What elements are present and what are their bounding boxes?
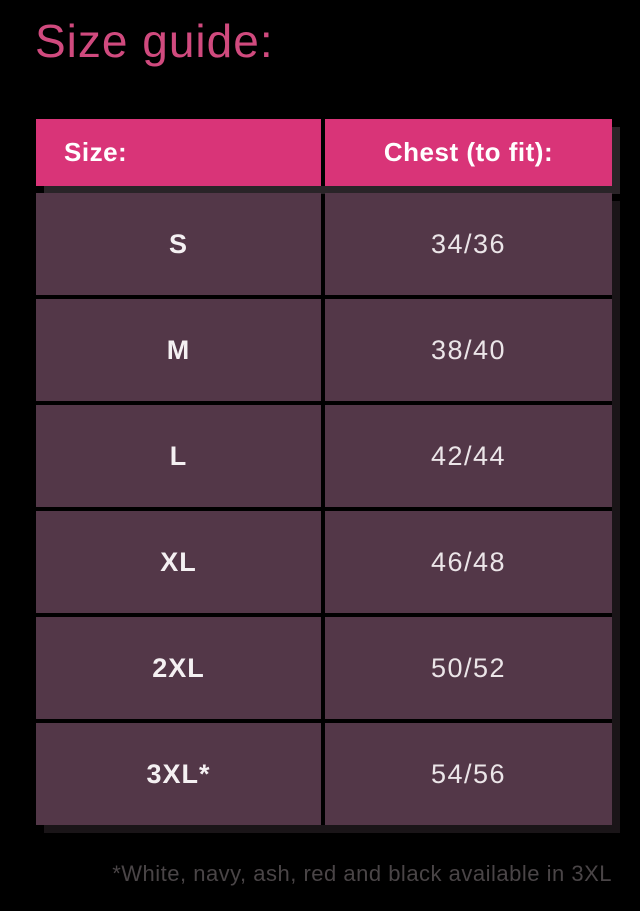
chest-cell-xl: 46/48 — [325, 511, 612, 613]
chest-cell-m: 38/40 — [325, 299, 612, 401]
size-guide-table: Size: Chest (to fit): S 34/36 M 38/40 L … — [36, 119, 612, 825]
chest-cell-2xl: 50/52 — [325, 617, 612, 719]
size-cell-2xl: 2XL — [36, 617, 321, 719]
table-header-row: Size: Chest (to fit): — [36, 119, 612, 186]
availability-footnote: *White, navy, ash, red and black availab… — [112, 861, 612, 886]
table-body: S 34/36 M 38/40 L 42/44 XL 46/48 2XL 50/… — [36, 193, 612, 825]
header-cell-chest: Chest (to fit): — [325, 119, 612, 186]
chest-cell-3xl: 54/56 — [325, 723, 612, 825]
size-cell-3xl: 3XL* — [36, 723, 321, 825]
size-cell-l: L — [36, 405, 321, 507]
chest-cell-l: 42/44 — [325, 405, 612, 507]
chest-cell-s: 34/36 — [325, 193, 612, 295]
size-cell-s: S — [36, 193, 321, 295]
header-cell-size: Size: — [36, 119, 321, 186]
size-cell-xl: XL — [36, 511, 321, 613]
size-cell-m: M — [36, 299, 321, 401]
page-title: Size guide: — [35, 15, 274, 67]
